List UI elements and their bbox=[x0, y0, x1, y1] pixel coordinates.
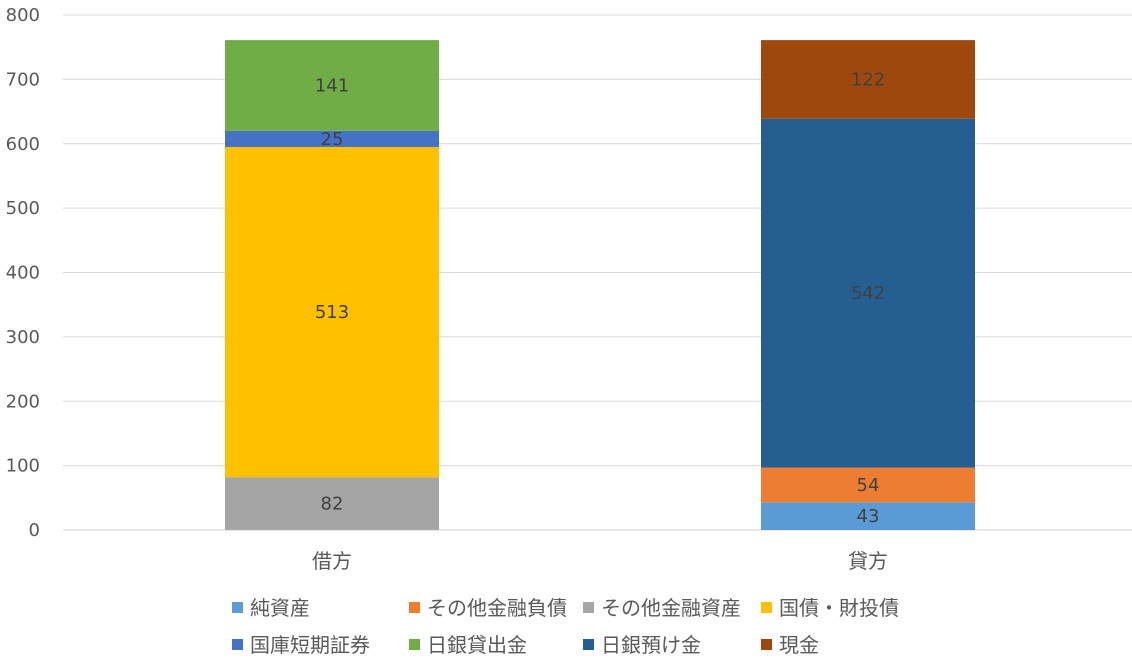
data-label: 54 bbox=[857, 475, 880, 496]
legend-label: 純資産 bbox=[250, 596, 310, 620]
legend-swatch bbox=[761, 639, 772, 650]
x-category-label: 貸方 bbox=[848, 549, 888, 573]
legend-swatch bbox=[232, 602, 243, 613]
data-label: 141 bbox=[315, 75, 349, 96]
bar-segment-1-0 bbox=[761, 502, 975, 530]
y-tick-label: 300 bbox=[6, 327, 40, 348]
legend-label: 国債・財投債 bbox=[779, 596, 899, 620]
y-tick-label: 400 bbox=[6, 263, 40, 284]
y-tick-label: 700 bbox=[6, 69, 40, 90]
legend-label: 日銀貸出金 bbox=[427, 633, 527, 657]
x-axis: 借方 貸方 bbox=[312, 549, 888, 573]
data-label: 82 bbox=[321, 494, 344, 515]
legend-swatch bbox=[761, 602, 772, 613]
bar-segment-1-7 bbox=[761, 40, 975, 119]
bar-segment-0-4 bbox=[225, 130, 439, 147]
bar-segment-0-5 bbox=[225, 40, 439, 131]
legend-swatch bbox=[409, 639, 420, 650]
bar-segment-1-1 bbox=[761, 467, 975, 503]
data-label: 25 bbox=[321, 129, 344, 150]
legend-swatch bbox=[583, 602, 594, 613]
data-label: 122 bbox=[851, 69, 885, 90]
y-axis: 0 100 200 300 400 500 600 700 800 bbox=[6, 5, 40, 541]
y-tick-label: 600 bbox=[6, 134, 40, 155]
bar-segment-0-3 bbox=[225, 146, 439, 478]
legend-label: 日銀預け金 bbox=[601, 633, 701, 657]
data-label: 43 bbox=[857, 506, 880, 527]
data-label: 513 bbox=[315, 302, 349, 323]
legend-label: 国庫短期証券 bbox=[250, 633, 370, 657]
y-tick-label: 200 bbox=[6, 391, 40, 412]
bar-segment-0-2 bbox=[225, 477, 439, 530]
legend-label: 現金 bbox=[779, 633, 819, 657]
legend-label: その他金融負債 bbox=[427, 596, 567, 620]
y-tick-label: 500 bbox=[6, 198, 40, 219]
legend-label: その他金融資産 bbox=[601, 596, 741, 620]
legend-swatch bbox=[583, 639, 594, 650]
y-tick-label: 100 bbox=[6, 456, 40, 477]
y-tick-label: 800 bbox=[6, 5, 40, 26]
data-label: 542 bbox=[851, 283, 885, 304]
bars-layer: 82 513 25 141 43 54 542 122 bbox=[225, 40, 975, 530]
legend-swatch bbox=[232, 639, 243, 650]
y-tick-label: 0 bbox=[29, 520, 40, 541]
bar-segment-1-6 bbox=[761, 118, 975, 468]
legend-swatch bbox=[409, 602, 420, 613]
x-category-label: 借方 bbox=[312, 549, 352, 573]
